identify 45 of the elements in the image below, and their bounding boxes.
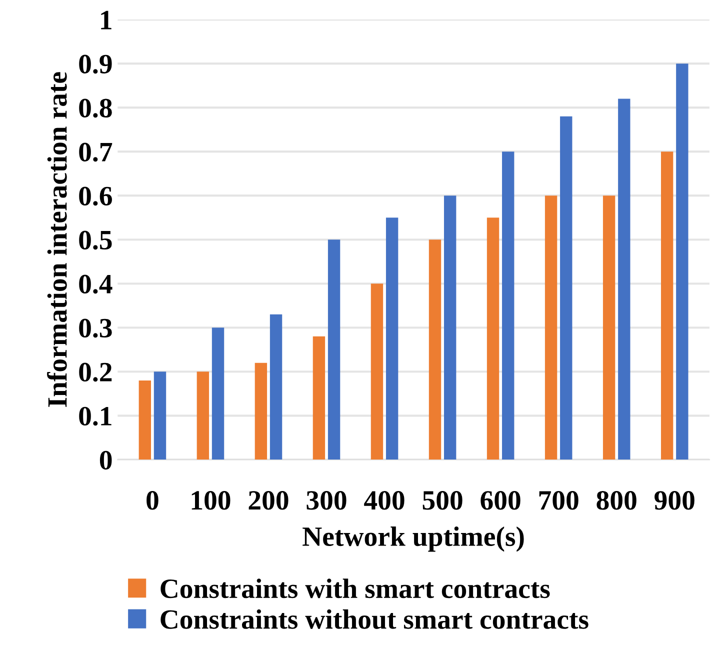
bar	[196, 372, 210, 460]
bar	[254, 362, 268, 460]
bar	[386, 218, 398, 460]
bar	[444, 196, 456, 460]
x-tick-label: 900	[654, 491, 694, 510]
x-tick-label: 0	[146, 491, 158, 510]
x-tick-label: 400	[364, 491, 404, 510]
y-tick-label: 0	[100, 450, 112, 470]
bar	[370, 284, 384, 460]
bar	[212, 328, 224, 460]
x-tick-label: 500	[422, 491, 462, 510]
x-tick-label: 700	[539, 491, 578, 510]
y-tick-label: 0.8	[79, 98, 112, 118]
y-tick-label: 0.4	[79, 274, 112, 294]
bar	[560, 116, 572, 460]
y-tick-label: 0.3	[79, 318, 112, 338]
x-tick-label: 200	[248, 491, 288, 510]
y-tick-label: 0.2	[79, 362, 112, 382]
bar	[328, 240, 340, 460]
y-tick-label: 0.6	[79, 186, 112, 206]
bar	[660, 152, 674, 460]
bar	[676, 64, 688, 460]
x-axis-title: Network uptime(s)	[302, 526, 524, 552]
bar	[154, 372, 166, 460]
x-tick-label: 100	[192, 491, 230, 510]
bar	[486, 218, 500, 460]
bar	[312, 336, 326, 460]
x-tick-label: 800	[596, 491, 636, 510]
bar	[428, 240, 442, 460]
y-tick-label: 0.1	[79, 406, 112, 426]
y-tick-label: 0.7	[79, 142, 112, 162]
x-tick-label: 600	[480, 491, 520, 510]
y-tick-label: 0.5	[79, 230, 112, 250]
y-tick-label: 0.9	[79, 54, 112, 74]
bar	[138, 380, 152, 460]
bar	[544, 196, 558, 460]
legend-label: Constraints without smart contracts	[160, 609, 588, 629]
bar	[270, 314, 282, 460]
bar	[618, 98, 630, 460]
bar	[602, 196, 616, 460]
x-tick-label: 300	[306, 491, 346, 510]
y-axis-title: Information interaction rate	[47, 72, 67, 407]
legend-label: Constraints with smart contracts	[160, 578, 550, 598]
bar	[502, 152, 514, 460]
y-tick-label: 1	[101, 10, 112, 30]
